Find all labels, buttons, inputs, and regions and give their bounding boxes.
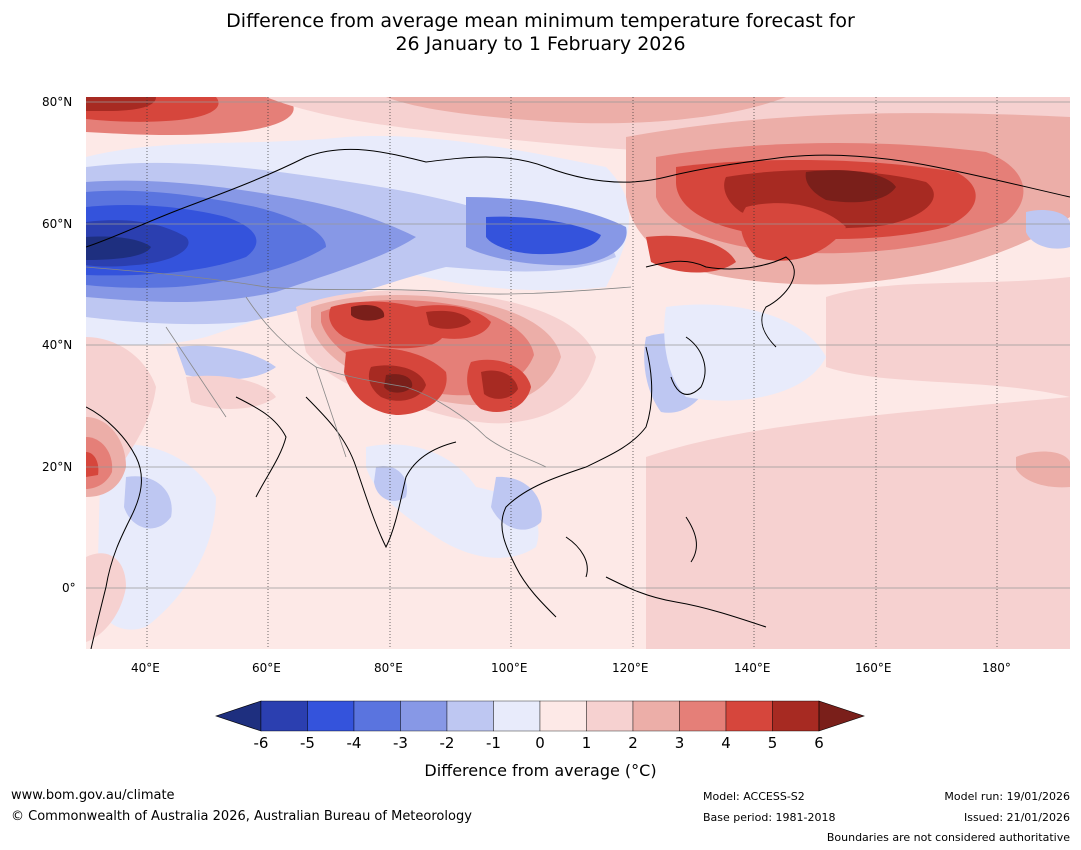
cool-region-caspian <box>176 345 276 380</box>
lat-label-20n: 20°N <box>42 460 73 474</box>
title-line-1: Difference from average mean minimum tem… <box>226 10 855 32</box>
colorbar-tick-label: 1 <box>581 734 592 752</box>
lon-label-60e: 60°E <box>252 661 281 675</box>
colorbar-segment <box>260 700 308 732</box>
colorbar-segment <box>725 700 773 732</box>
title-line-2: 26 January to 1 February 2026 <box>395 33 686 55</box>
lat-label-80n: 80°N <box>42 95 73 109</box>
colorbar-tick-label: -6 <box>253 734 269 752</box>
lat-label-60n: 60°N <box>42 217 73 231</box>
chart-title: Difference from average mean minimum tem… <box>0 10 1081 56</box>
lat-label-40n: 40°N <box>42 338 73 352</box>
warm-region-arabia-4 <box>86 452 99 477</box>
lon-gridlines <box>146 97 998 649</box>
warm-region-iran <box>186 375 276 409</box>
colorbar-svg <box>215 700 865 732</box>
footer-model: Model: ACCESS-S2 <box>703 790 805 803</box>
warm-region-arabia-3 <box>86 437 113 489</box>
forecast-map <box>86 97 1070 649</box>
cool-region-africa-2 <box>124 476 172 529</box>
footer-base-period: Base period: 1981-2018 <box>703 811 836 824</box>
colorbar-tick-label: 6 <box>814 734 824 752</box>
colorbar-segment <box>679 700 727 732</box>
colorbar-segment <box>353 700 401 732</box>
warm-region-arctic-3 <box>86 97 156 111</box>
colorbar-tick-label: -1 <box>486 734 501 752</box>
lat-label-0: 0° <box>62 581 76 595</box>
pacific-warm-region <box>646 397 1070 649</box>
lon-label-120e: 120°E <box>612 661 649 675</box>
colorbar-segment <box>772 700 820 732</box>
colorbar-segment <box>632 700 680 732</box>
colorbar-tick-label: 4 <box>721 734 731 752</box>
warm-region-north-band-2 <box>386 97 786 124</box>
colorbar-tick-label: 5 <box>767 734 778 752</box>
lon-label-140e: 140°E <box>734 661 771 675</box>
colorbar-tick-label: -5 <box>300 734 315 752</box>
warm-region-siberia-5 <box>805 170 896 203</box>
coastlines <box>86 148 1070 649</box>
cool-region-seasia-1 <box>366 444 539 558</box>
colorbar-title: Difference from average (°C) <box>424 761 657 780</box>
colorbar-segment <box>493 700 541 732</box>
warm-region-okhotsk <box>740 203 846 261</box>
north-pacific-warm <box>826 277 1070 397</box>
colorbar-segment <box>539 700 587 732</box>
footer-copyright: © Commonwealth of Australia 2026, Austra… <box>11 809 472 824</box>
colorbar-tick-label: 3 <box>674 734 685 752</box>
colorbar-tick-label: -2 <box>439 734 455 752</box>
lon-label-40e: 40°E <box>131 661 160 675</box>
colorbar-tick-label: 0 <box>535 734 545 752</box>
colorbar-extend-high <box>818 700 865 732</box>
warm-region-mongolia-2 <box>426 310 471 329</box>
colorbar-tick-label: -4 <box>346 734 362 752</box>
colorbar-segment <box>446 700 494 732</box>
footer-website[interactable]: www.bom.gov.au/climate <box>11 788 175 803</box>
colorbar-segment <box>307 700 355 732</box>
cool-region-7 <box>86 236 151 260</box>
warm-region-pacific-east <box>1016 451 1070 488</box>
footer-issued: Issued: 21/01/2026 <box>963 811 1070 824</box>
country-borders <box>86 266 632 468</box>
colorbar-extend-low <box>215 700 262 732</box>
lon-label-160e: 160°E <box>855 661 892 675</box>
colorbar <box>215 700 866 736</box>
footer-disclaimer: Boundaries are not considered authoritat… <box>826 831 1070 844</box>
warm-region-africa-south <box>86 553 126 642</box>
footer-model-run: Model run: 19/01/2026 <box>944 790 1070 803</box>
lon-label-80e: 80°E <box>374 661 403 675</box>
warm-region-tibet-7 <box>384 374 413 393</box>
cool-region-india <box>374 466 407 502</box>
anomaly-map-svg <box>86 97 1070 649</box>
colorbar-tick-label: -3 <box>393 734 408 752</box>
warm-region-mongolia-3 <box>351 305 385 321</box>
colorbar-segment <box>400 700 448 732</box>
colorbar-segment <box>586 700 634 732</box>
lon-label-100e: 100°E <box>491 661 528 675</box>
cool-region-bering <box>1026 210 1070 249</box>
warm-region-manchuria <box>646 235 736 273</box>
lat-gridlines <box>86 101 1070 589</box>
lon-label-180: 180° <box>982 661 1011 675</box>
cool-region-east-2 <box>486 216 601 255</box>
colorbar-tick-label: 2 <box>628 734 638 752</box>
warm-region-sichuan-2 <box>481 370 518 399</box>
